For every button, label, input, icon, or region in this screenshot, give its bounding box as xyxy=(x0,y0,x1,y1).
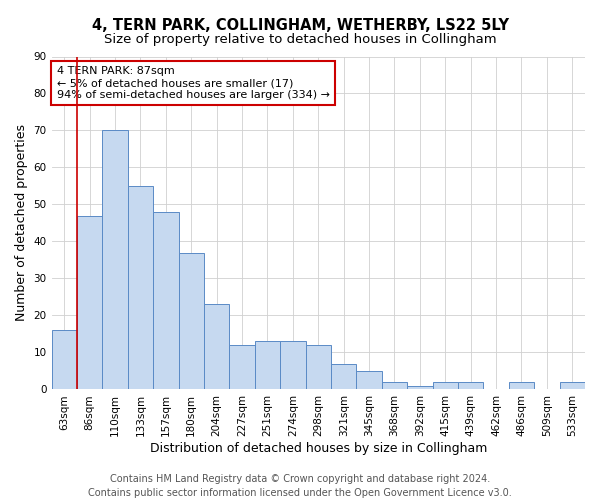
Bar xyxy=(77,216,103,390)
Bar xyxy=(179,252,204,390)
Bar xyxy=(407,386,433,390)
Y-axis label: Number of detached properties: Number of detached properties xyxy=(15,124,28,322)
Bar xyxy=(509,382,534,390)
Bar xyxy=(204,304,229,390)
Bar xyxy=(280,342,305,390)
Text: 4, TERN PARK, COLLINGHAM, WETHERBY, LS22 5LY: 4, TERN PARK, COLLINGHAM, WETHERBY, LS22… xyxy=(91,18,509,32)
X-axis label: Distribution of detached houses by size in Collingham: Distribution of detached houses by size … xyxy=(149,442,487,455)
Bar xyxy=(153,212,179,390)
Bar xyxy=(305,345,331,390)
Bar xyxy=(52,330,77,390)
Text: Contains HM Land Registry data © Crown copyright and database right 2024.
Contai: Contains HM Land Registry data © Crown c… xyxy=(88,474,512,498)
Bar xyxy=(356,371,382,390)
Bar xyxy=(433,382,458,390)
Bar xyxy=(382,382,407,390)
Text: Size of property relative to detached houses in Collingham: Size of property relative to detached ho… xyxy=(104,32,496,46)
Bar xyxy=(229,345,255,390)
Bar xyxy=(560,382,585,390)
Text: 4 TERN PARK: 87sqm
← 5% of detached houses are smaller (17)
94% of semi-detached: 4 TERN PARK: 87sqm ← 5% of detached hous… xyxy=(57,66,330,100)
Bar xyxy=(331,364,356,390)
Bar xyxy=(128,186,153,390)
Bar xyxy=(458,382,484,390)
Bar xyxy=(103,130,128,390)
Bar xyxy=(255,342,280,390)
